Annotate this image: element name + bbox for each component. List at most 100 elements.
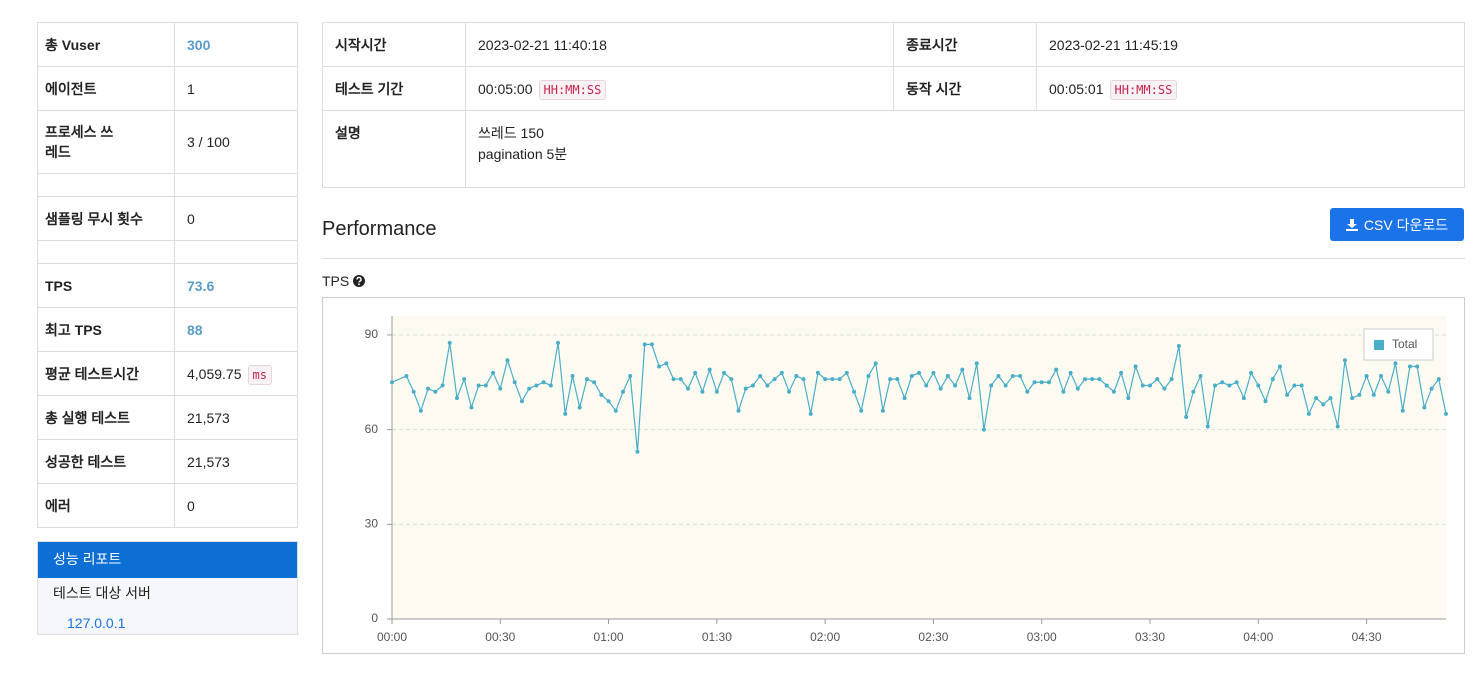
x-tick-label: 02:30 — [918, 630, 948, 644]
data-point — [1032, 380, 1037, 385]
x-tick-label: 03:30 — [1135, 630, 1165, 644]
data-point — [491, 370, 496, 375]
data-point — [1010, 373, 1015, 378]
value-text: 00:05:00 — [478, 80, 533, 97]
data-point — [1335, 424, 1340, 429]
data-point — [1169, 377, 1174, 382]
data-point — [859, 408, 864, 413]
series-line — [391, 342, 1447, 452]
value: 88 — [174, 307, 298, 352]
data-point — [426, 386, 431, 391]
data-point — [570, 373, 575, 378]
data-point — [1046, 380, 1051, 385]
plot-area — [392, 316, 1446, 619]
data-point — [657, 364, 662, 369]
data-point — [700, 389, 705, 394]
data-point — [1068, 370, 1073, 375]
value: 2023-02-21 11:40:18 — [465, 22, 894, 67]
data-point — [440, 383, 445, 388]
data-point — [953, 383, 958, 388]
data-point — [873, 361, 878, 366]
data-point — [960, 367, 965, 372]
nav-panel: 성능 리포트 테스트 대상 서버 127.0.0.1 — [37, 541, 298, 635]
data-point — [1422, 405, 1427, 410]
data-point — [1090, 377, 1095, 382]
value: 0 — [174, 483, 298, 528]
label: 설명 — [322, 110, 466, 188]
x-tick-label: 00:00 — [377, 630, 407, 644]
data-point — [1249, 370, 1254, 375]
data-point — [390, 380, 394, 385]
data-point — [1205, 424, 1210, 429]
data-point — [815, 370, 820, 375]
label: 프로세스 쓰레드 — [37, 110, 175, 174]
data-point — [519, 399, 524, 404]
data-point — [1386, 389, 1391, 394]
label: 동작 시간 — [893, 66, 1037, 111]
value: 3 / 100 — [174, 110, 298, 174]
value: 1 — [174, 66, 298, 111]
data-point — [498, 386, 503, 391]
data-point — [1075, 386, 1080, 391]
x-tick-label: 00:30 — [485, 630, 515, 644]
data-point — [1220, 380, 1225, 385]
section-title: Performance — [322, 218, 437, 240]
data-point — [1400, 408, 1405, 413]
data-point — [1155, 377, 1160, 382]
data-point — [1429, 386, 1434, 391]
data-point — [931, 370, 936, 375]
value: 0 — [174, 196, 298, 241]
data-point — [830, 377, 835, 382]
data-point — [1083, 377, 1088, 382]
data-point — [974, 361, 979, 366]
data-point — [1198, 373, 1203, 378]
data-point — [462, 377, 467, 382]
data-point — [1277, 364, 1282, 369]
label: 시작시간 — [322, 22, 466, 67]
data-point — [837, 377, 842, 382]
data-point — [924, 383, 929, 388]
data-point — [1212, 383, 1217, 388]
label: 최고 TPS — [37, 307, 175, 352]
value: 300 — [174, 22, 298, 67]
label: 종료시간 — [893, 22, 1037, 67]
unit-tag: ms — [247, 364, 272, 385]
x-tick-label: 02:00 — [810, 630, 840, 644]
data-point — [1241, 396, 1246, 401]
data-point — [693, 370, 698, 375]
data-point — [1415, 364, 1420, 369]
nav-link[interactable]: 127.0.0.1 — [67, 615, 126, 631]
chart-label: TPS — [322, 273, 366, 289]
data-point — [1364, 373, 1369, 378]
data-point — [967, 396, 972, 401]
data-point — [527, 386, 532, 391]
data-point — [1314, 396, 1319, 401]
data-point — [902, 396, 907, 401]
data-point — [447, 340, 452, 345]
data-point — [548, 383, 553, 388]
y-tick-label: 30 — [365, 516, 379, 530]
data-point — [1285, 392, 1290, 397]
csv-button[interactable]: CSV 다운로드 — [1330, 208, 1464, 241]
data-point — [1328, 396, 1333, 401]
y-tick-label: 60 — [365, 422, 379, 436]
data-point — [505, 358, 510, 363]
data-point — [1234, 380, 1239, 385]
value: 21,573 — [174, 395, 298, 440]
data-point — [707, 367, 712, 372]
chart-title: TPS — [322, 273, 350, 289]
data-point — [1126, 396, 1131, 401]
data-point — [1184, 415, 1189, 419]
data-point — [563, 411, 568, 416]
nav-title[interactable]: 성능 리포트 — [38, 542, 297, 578]
help-icon[interactable] — [353, 275, 366, 287]
data-point — [989, 383, 994, 388]
data-point — [1191, 389, 1196, 394]
data-point — [678, 377, 683, 382]
data-point — [981, 427, 986, 432]
data-point — [750, 383, 755, 388]
value-text: 4,059.75 — [187, 365, 242, 382]
value: 00:05:00 HH:MM:SS — [465, 66, 894, 111]
data-point — [888, 377, 893, 382]
data-point — [483, 383, 488, 388]
